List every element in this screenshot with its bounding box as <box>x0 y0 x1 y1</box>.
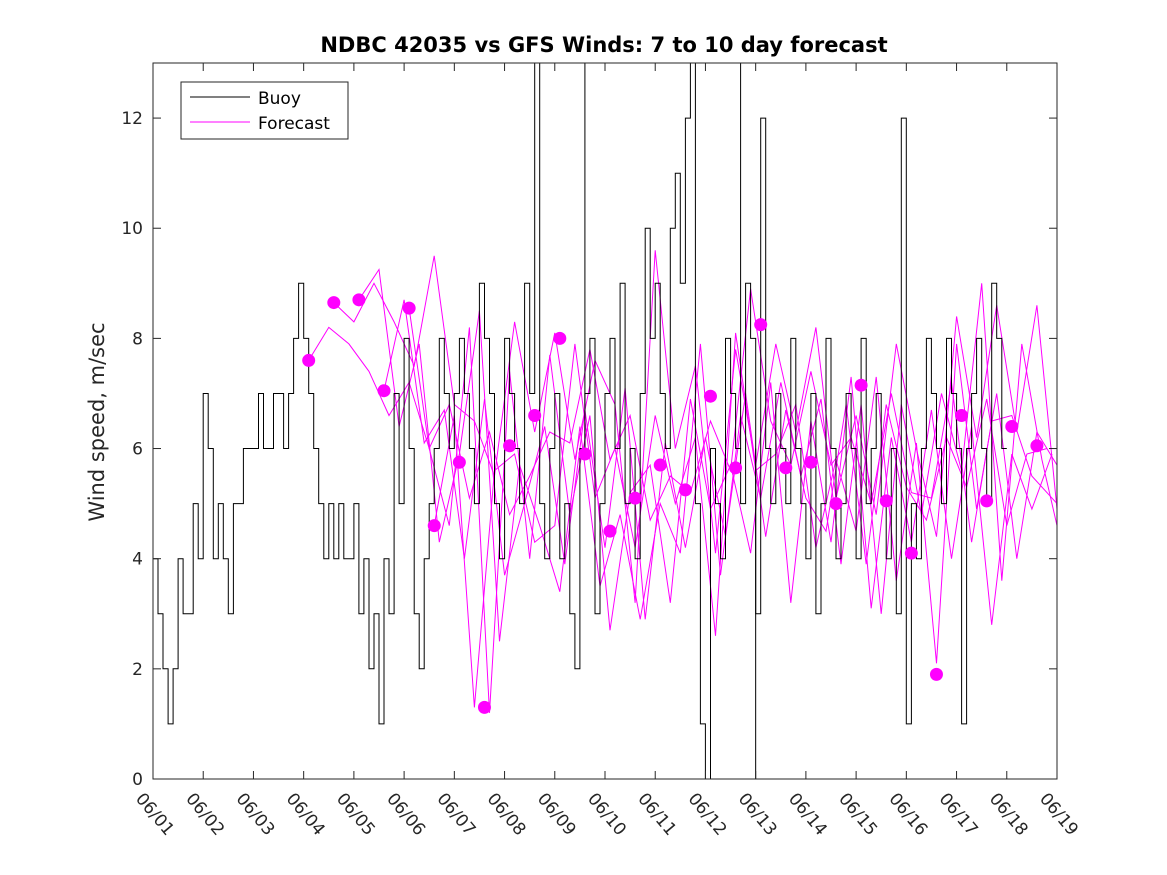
forecast-point <box>729 461 743 475</box>
forecast-point <box>804 455 818 469</box>
forecast-point <box>653 458 667 472</box>
forecast-point <box>779 461 793 475</box>
y-tick-label: 8 <box>132 329 143 349</box>
y-tick-label: 10 <box>121 219 143 239</box>
forecast-point <box>854 378 868 392</box>
y-tick-label: 0 <box>132 770 143 790</box>
y-axis-label: Wind speed, m/sec <box>85 322 109 521</box>
forecast-point <box>628 491 642 505</box>
chart-title: NDBC 42035 vs GFS Winds: 7 to 10 day for… <box>320 33 887 57</box>
forecast-point <box>553 331 567 345</box>
forecast-point <box>302 353 316 367</box>
forecast-point <box>929 667 943 681</box>
y-tick-label: 6 <box>132 440 143 460</box>
legend-box <box>180 81 349 140</box>
forecast-point <box>352 293 366 307</box>
y-tick-label: 12 <box>121 109 143 129</box>
forecast-point <box>904 546 918 560</box>
forecast-point <box>678 483 692 497</box>
legend-label-forecast: Forecast <box>258 114 330 134</box>
forecast-point <box>754 318 768 332</box>
forecast-point <box>1005 420 1019 434</box>
forecast-point <box>829 497 843 511</box>
forecast-point <box>980 494 994 508</box>
forecast-point <box>427 519 441 533</box>
legend: Buoy Forecast <box>180 81 349 140</box>
data-layer <box>153 63 1057 779</box>
forecast-point <box>377 384 391 398</box>
forecast-point <box>477 700 491 714</box>
y-tick-label: 2 <box>132 660 143 680</box>
forecast-point <box>1030 439 1044 453</box>
forecast-line-1 <box>308 288 1057 543</box>
legend-label-buoy: Buoy <box>258 89 301 109</box>
forecast-point <box>327 296 341 310</box>
forecast-point <box>879 494 893 508</box>
forecast-point <box>703 389 717 403</box>
forecast-point <box>452 455 466 469</box>
forecast-point <box>402 301 416 315</box>
forecast-point <box>528 408 542 422</box>
plot-area <box>153 63 1057 779</box>
forecast-point <box>955 408 969 422</box>
forecast-point <box>503 439 517 453</box>
forecast-point <box>603 524 617 538</box>
forecast-point <box>578 447 592 461</box>
y-tick-label: 4 <box>132 550 143 570</box>
